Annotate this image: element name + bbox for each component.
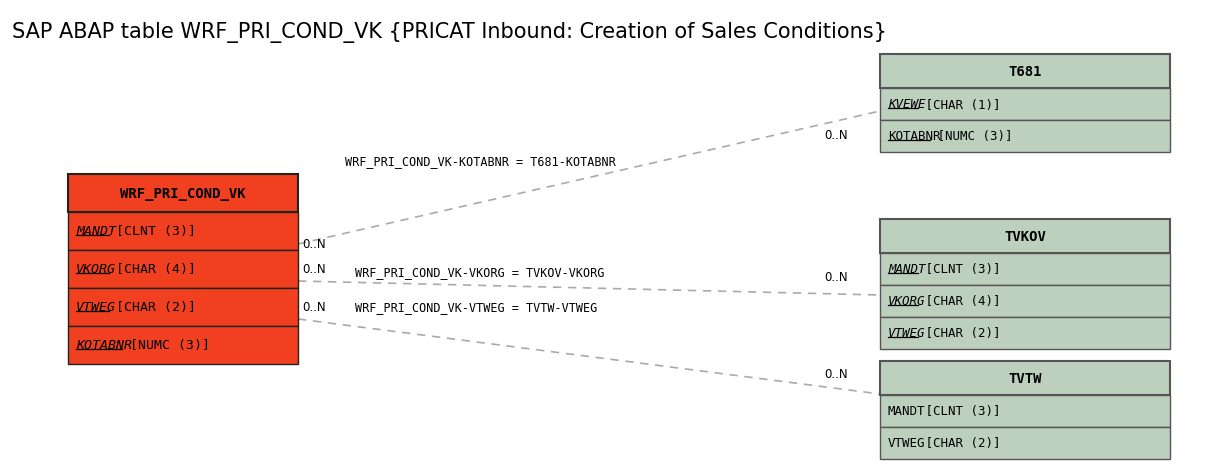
Text: 0..N: 0..N xyxy=(302,238,326,251)
Text: [NUMC (3)]: [NUMC (3)] xyxy=(122,339,210,352)
Text: [CHAR (4)]: [CHAR (4)] xyxy=(919,295,1001,308)
Text: [CHAR (1)]: [CHAR (1)] xyxy=(919,98,1001,111)
Bar xyxy=(68,250,298,288)
Text: [CHAR (4)]: [CHAR (4)] xyxy=(109,263,197,276)
Text: KOTABNR: KOTABNR xyxy=(888,130,940,143)
Text: VTWEG: VTWEG xyxy=(888,436,926,449)
Text: VTWEG: VTWEG xyxy=(888,327,926,340)
Bar xyxy=(880,253,1170,286)
Text: KVEWE: KVEWE xyxy=(888,98,926,111)
Bar xyxy=(880,317,1170,349)
Bar xyxy=(880,427,1170,459)
Bar xyxy=(68,213,298,250)
Bar xyxy=(68,175,298,213)
Text: WRF_PRI_COND_VK-KOTABNR = T681-KOTABNR: WRF_PRI_COND_VK-KOTABNR = T681-KOTABNR xyxy=(345,155,616,168)
Text: 0..N: 0..N xyxy=(824,271,847,284)
Text: MANDT: MANDT xyxy=(888,405,926,417)
Text: T681: T681 xyxy=(1008,65,1042,79)
Text: [CLNT (3)]: [CLNT (3)] xyxy=(919,263,1001,276)
Text: VKORG: VKORG xyxy=(76,263,116,276)
Text: TVTW: TVTW xyxy=(1008,371,1042,385)
Text: [NUMC (3)]: [NUMC (3)] xyxy=(931,130,1013,143)
Bar xyxy=(68,288,298,327)
Bar xyxy=(880,219,1170,253)
Text: MANDT: MANDT xyxy=(888,263,926,276)
Text: [CLNT (3)]: [CLNT (3)] xyxy=(109,225,197,238)
Text: SAP ABAP table WRF_PRI_COND_VK {PRICAT Inbound: Creation of Sales Conditions}: SAP ABAP table WRF_PRI_COND_VK {PRICAT I… xyxy=(12,22,887,43)
Bar xyxy=(68,327,298,364)
Bar xyxy=(880,55,1170,89)
Text: [CHAR (2)]: [CHAR (2)] xyxy=(919,327,1001,340)
Bar xyxy=(880,89,1170,121)
Text: KOTABNR: KOTABNR xyxy=(76,339,132,352)
Bar xyxy=(880,395,1170,427)
Bar xyxy=(880,121,1170,153)
Text: [CHAR (2)]: [CHAR (2)] xyxy=(109,301,197,314)
Text: 0..N: 0..N xyxy=(824,129,847,142)
Text: WRF_PRI_COND_VK: WRF_PRI_COND_VK xyxy=(121,187,246,200)
Text: WRF_PRI_COND_VK-VTWEG = TVTW-VTWEG: WRF_PRI_COND_VK-VTWEG = TVTW-VTWEG xyxy=(355,301,597,314)
Text: VTWEG: VTWEG xyxy=(76,301,116,314)
Bar xyxy=(880,361,1170,395)
Text: MANDT: MANDT xyxy=(76,225,116,238)
Bar xyxy=(880,286,1170,317)
Text: 0..N: 0..N xyxy=(824,368,847,381)
Text: WRF_PRI_COND_VK-VKORG = TVKOV-VKORG: WRF_PRI_COND_VK-VKORG = TVKOV-VKORG xyxy=(355,266,605,279)
Text: [CHAR (2)]: [CHAR (2)] xyxy=(919,436,1001,449)
Text: 0..N: 0..N xyxy=(302,263,326,276)
Text: TVKOV: TVKOV xyxy=(1004,229,1046,244)
Text: 0..N: 0..N xyxy=(302,301,326,314)
Text: VKORG: VKORG xyxy=(888,295,926,308)
Text: [CLNT (3)]: [CLNT (3)] xyxy=(919,405,1001,417)
